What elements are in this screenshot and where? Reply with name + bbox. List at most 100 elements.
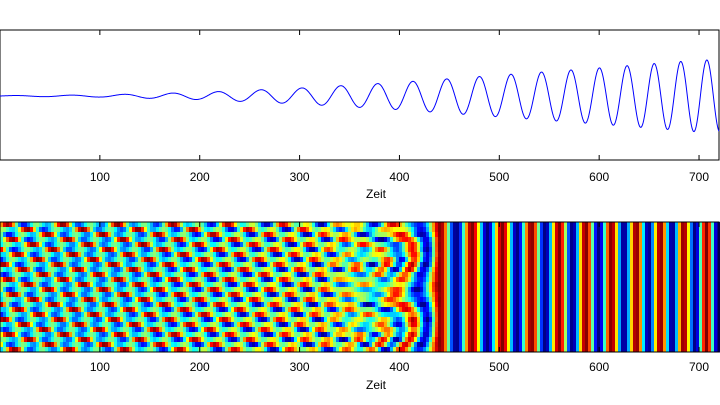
heatmap-cell — [159, 267, 163, 273]
heatmap-cell — [309, 222, 313, 228]
heatmap-cell — [561, 342, 565, 348]
heatmap-cell — [486, 292, 490, 298]
heatmap-cell — [87, 237, 91, 243]
heatmap-cell — [513, 272, 517, 278]
heatmap-cell — [411, 222, 415, 228]
heatmap-cell — [51, 322, 55, 328]
heatmap-cell — [27, 252, 31, 258]
heatmap-cell — [468, 252, 472, 258]
heatmap-cell — [270, 292, 274, 298]
heatmap-cell — [9, 312, 13, 318]
heatmap-cell — [129, 327, 133, 333]
heatmap-cell — [351, 222, 355, 228]
heatmap-cell — [489, 342, 493, 348]
heatmap-cell — [213, 277, 217, 283]
heatmap-cell — [126, 297, 130, 303]
heatmap-cell — [504, 287, 508, 293]
heatmap-cell — [558, 267, 562, 273]
heatmap-cell — [69, 277, 73, 283]
heatmap-cell — [462, 327, 466, 333]
heatmap-cell — [342, 272, 346, 278]
heatmap-cell — [195, 347, 199, 353]
heatmap-cell — [513, 307, 517, 313]
heatmap-cell — [351, 232, 355, 238]
heatmap-cell — [297, 222, 301, 228]
heatmap-cell — [504, 252, 508, 258]
heatmap-cell — [369, 322, 373, 328]
heatmap-cell — [102, 227, 106, 233]
heatmap-cell — [78, 267, 82, 273]
heatmap-cell — [405, 272, 409, 278]
heatmap-cell — [552, 222, 556, 228]
heatmap-cell — [318, 312, 322, 318]
heatmap-cell — [324, 317, 328, 323]
heatmap-cell — [204, 302, 208, 308]
heatmap-cell — [363, 297, 367, 303]
heatmap-cell — [0, 322, 4, 328]
heatmap-cell — [324, 227, 328, 233]
heatmap-cell — [351, 302, 355, 308]
heatmap-cell — [66, 282, 70, 288]
heatmap-cell — [531, 332, 535, 338]
heatmap-cell — [30, 307, 34, 313]
heatmap-cell — [564, 312, 568, 318]
heatmap-cell — [222, 307, 226, 313]
heatmap-cell — [333, 232, 337, 238]
heatmap-cell — [99, 287, 103, 293]
heatmap-cell — [495, 252, 499, 258]
heatmap-cell — [216, 347, 220, 353]
heatmap-cell — [243, 267, 247, 273]
heatmap-cell — [330, 237, 334, 243]
heatmap-cell — [120, 252, 124, 258]
heatmap-cell — [6, 247, 10, 253]
heatmap-cell — [492, 337, 496, 343]
heatmap-cell — [393, 247, 397, 253]
heatmap-cell — [195, 237, 199, 243]
heatmap-cell — [360, 282, 364, 288]
heatmap-cell — [66, 257, 70, 263]
heatmap-cell — [351, 332, 355, 338]
heatmap-cell — [372, 267, 376, 273]
heatmap-cell — [105, 237, 109, 243]
heatmap-cell — [549, 282, 553, 288]
heatmap-cell — [12, 247, 16, 253]
heatmap-cell — [189, 262, 193, 268]
heatmap-cell — [102, 267, 106, 273]
heatmap-cell — [132, 302, 136, 308]
heatmap-cell — [558, 222, 562, 228]
heatmap-cell — [0, 332, 4, 338]
heatmap-cell — [567, 277, 571, 283]
heatmap-cell — [522, 292, 526, 298]
heatmap-cell — [489, 287, 493, 293]
heatmap-cell — [156, 257, 160, 263]
heatmap-cell — [408, 312, 412, 318]
heatmap-cell — [507, 272, 511, 278]
heatmap-cell — [24, 297, 28, 303]
heatmap-cell — [498, 317, 502, 323]
heatmap-cell — [57, 292, 61, 298]
heatmap-cell — [210, 272, 214, 278]
heatmap-cell — [108, 247, 112, 253]
heatmap-cell — [240, 282, 244, 288]
heatmap-cell — [333, 307, 337, 313]
heatmap-cell — [246, 232, 250, 238]
heatmap-cell — [207, 287, 211, 293]
heatmap-cell — [276, 272, 280, 278]
heatmap-cell — [210, 227, 214, 233]
heatmap-cell — [261, 322, 265, 328]
heatmap-cell — [210, 282, 214, 288]
heatmap-cell — [534, 307, 538, 313]
heatmap-cell — [540, 232, 544, 238]
heatmap-cell — [249, 252, 253, 258]
heatmap-cell — [57, 277, 61, 283]
heatmap-cell — [360, 322, 364, 328]
heatmap-cell — [165, 222, 169, 228]
heatmap-cell — [360, 252, 364, 258]
heatmap-cell — [363, 322, 367, 328]
heatmap-cell — [534, 222, 538, 228]
heatmap-cell — [9, 337, 13, 343]
heatmap-cell — [420, 287, 424, 293]
heatmap-cell — [267, 317, 271, 323]
heatmap-cell — [471, 327, 475, 333]
heatmap-cell — [99, 227, 103, 233]
